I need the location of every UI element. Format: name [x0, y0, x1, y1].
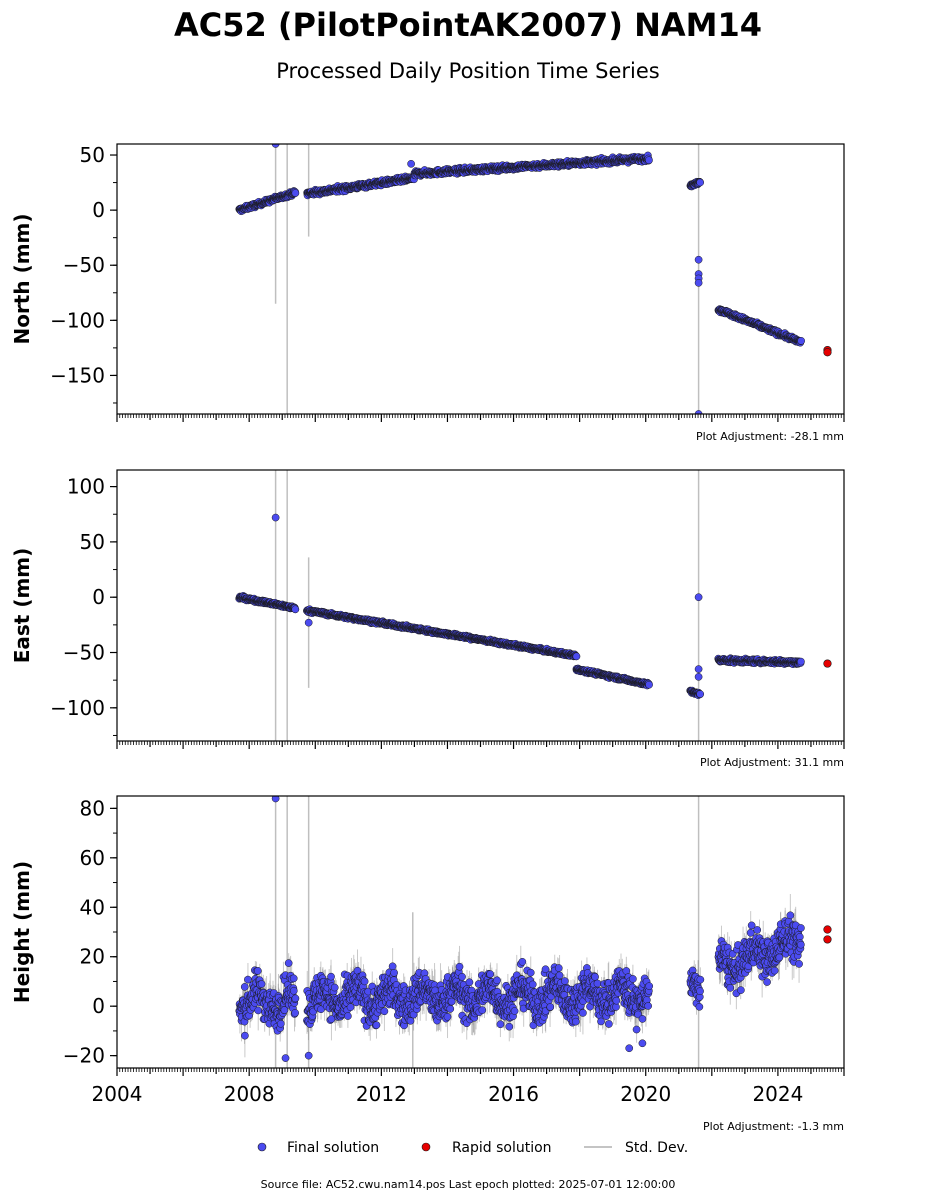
final-solution-point — [257, 980, 266, 988]
final-solution-point — [797, 657, 805, 666]
final-solution-point — [240, 983, 249, 991]
y-tick-label: −50 — [63, 641, 105, 665]
final-solution-point — [304, 618, 313, 627]
plot-area — [235, 796, 832, 1068]
final-solution-point — [694, 665, 703, 673]
axes-frame — [116, 143, 845, 415]
y-tick-label: −100 — [50, 308, 105, 332]
final-solution-point — [280, 1006, 289, 1014]
final-solution-point — [696, 178, 704, 187]
final-solution-point — [244, 975, 252, 984]
y-tick-label: 50 — [80, 530, 105, 554]
rapid-solution-point — [823, 348, 832, 357]
final-solution-point — [797, 337, 805, 345]
y-axis-label: North (mm) — [10, 213, 34, 344]
rapid-solution-point — [823, 659, 832, 668]
final-solution-point — [284, 959, 293, 967]
final-solution-point — [407, 159, 415, 168]
y-tick-label: 50 — [80, 143, 105, 167]
final-solution-point — [271, 144, 280, 148]
final-solution-point — [271, 513, 280, 522]
plot-area — [235, 144, 832, 414]
final-solution-point — [572, 652, 581, 661]
final-solution-point — [276, 1019, 285, 1028]
north-panel: 50 0 −50 −100 −150 North (mm) Plot Adjustment:… — [10, 143, 845, 443]
chart-subtitle: Processed Daily Position Time Series — [276, 59, 660, 83]
final-solution-point — [694, 255, 703, 264]
y-tick-label: −50 — [63, 253, 105, 277]
final-solution-point — [241, 1031, 249, 1040]
plot-area — [235, 470, 832, 741]
y-tick-label: 0 — [92, 198, 105, 222]
y-tick-label: 0 — [92, 585, 105, 609]
y-tick-label: −150 — [50, 363, 105, 387]
final-solution-point — [694, 672, 703, 681]
final-solution-point — [694, 593, 703, 602]
y-axis-label: East (mm) — [10, 548, 34, 664]
axes-frame — [116, 469, 845, 742]
y-tick-label: 100 — [67, 475, 105, 499]
final-solution-point — [291, 189, 300, 197]
east-panel: 100 50 0 −50 −100 East (mm) Plot Adjustment: 3… — [10, 469, 845, 769]
final-solution-point — [645, 680, 653, 689]
y-tick-label: −100 — [50, 696, 105, 720]
final-solution-point — [254, 1006, 263, 1015]
final-solution-point — [645, 156, 653, 165]
plot-adjustment-note: Plot Adjustment: -28.1 mm — [696, 430, 844, 443]
final-solution-point — [291, 605, 300, 614]
chart-title: AC52 (PilotPointAK2007) NAM14 — [174, 6, 762, 44]
final-solution-point — [694, 279, 703, 287]
final-solution-point — [696, 690, 705, 698]
plot-adjustment-note: Plot Adjustment: 31.1 mm — [700, 756, 844, 769]
final-solution-point — [253, 967, 262, 975]
